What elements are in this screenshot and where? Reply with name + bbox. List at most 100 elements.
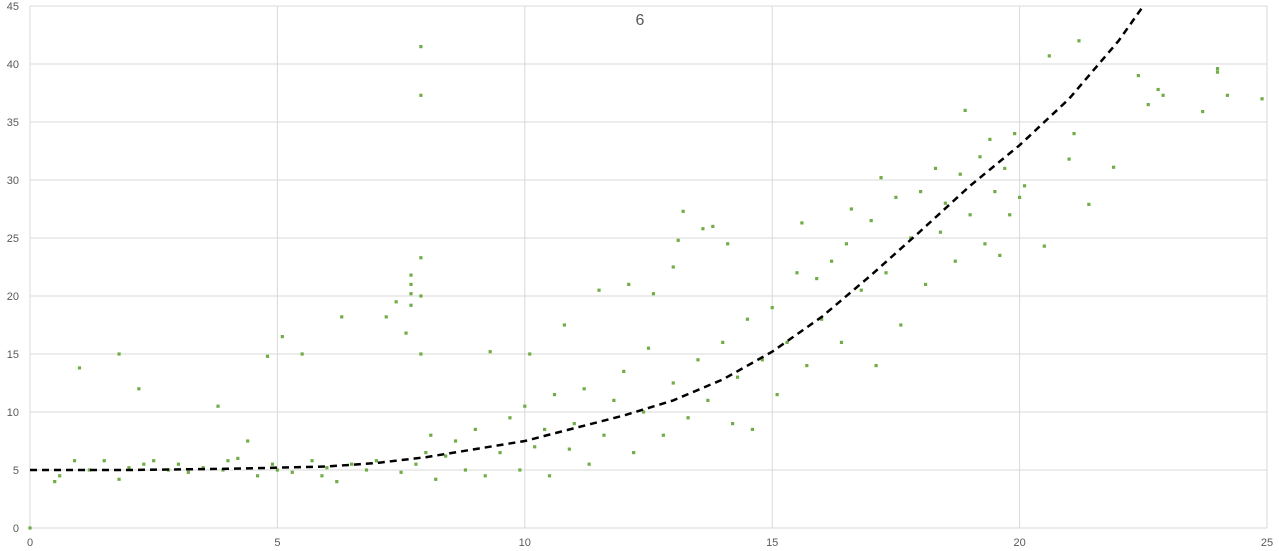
data-point bbox=[256, 474, 260, 478]
data-point bbox=[760, 358, 764, 362]
data-point bbox=[696, 358, 700, 362]
data-point bbox=[1042, 244, 1046, 248]
data-point bbox=[869, 219, 873, 223]
y-tick-label: 30 bbox=[7, 175, 19, 187]
data-point bbox=[711, 224, 715, 228]
data-point bbox=[859, 288, 863, 292]
data-point bbox=[498, 451, 502, 455]
data-point bbox=[340, 315, 344, 319]
data-point bbox=[102, 459, 106, 463]
data-point bbox=[909, 236, 913, 240]
data-point bbox=[661, 433, 665, 437]
data-point bbox=[1136, 74, 1140, 78]
data-point bbox=[409, 303, 413, 307]
data-point bbox=[394, 300, 398, 304]
data-point bbox=[1156, 87, 1160, 92]
data-point bbox=[671, 381, 675, 385]
data-point bbox=[310, 459, 314, 463]
data-point bbox=[963, 108, 967, 112]
data-point bbox=[721, 340, 725, 344]
data-point bbox=[1215, 70, 1220, 74]
data-point bbox=[943, 201, 947, 205]
data-point bbox=[409, 282, 413, 286]
data-point bbox=[785, 340, 789, 344]
y-tick-label: 20 bbox=[7, 291, 19, 303]
data-point bbox=[582, 387, 586, 391]
data-point bbox=[87, 468, 91, 472]
data-point bbox=[350, 462, 354, 466]
data-point bbox=[364, 468, 369, 472]
data-point bbox=[547, 474, 552, 478]
data-point bbox=[384, 315, 388, 319]
data-point bbox=[1260, 97, 1264, 101]
data-point bbox=[419, 294, 423, 298]
data-point bbox=[1003, 166, 1007, 170]
data-point bbox=[77, 366, 82, 370]
data-point bbox=[508, 416, 512, 420]
data-point bbox=[528, 352, 532, 356]
data-point bbox=[152, 459, 156, 463]
data-point bbox=[874, 364, 878, 368]
data-point bbox=[879, 176, 883, 180]
data-point bbox=[265, 354, 270, 358]
data-point bbox=[325, 466, 329, 470]
trendline bbox=[30, 5, 1145, 472]
data-point bbox=[186, 470, 190, 474]
data-point bbox=[671, 265, 675, 269]
y-tick-label: 35 bbox=[7, 117, 19, 129]
data-point bbox=[627, 282, 631, 286]
x-tick-label: 15 bbox=[766, 537, 778, 549]
data-points bbox=[28, 39, 1264, 530]
y-tick-label: 5 bbox=[13, 465, 19, 477]
data-point bbox=[983, 242, 987, 246]
data-point bbox=[414, 462, 418, 466]
data-point bbox=[533, 445, 537, 449]
data-point bbox=[300, 352, 304, 356]
data-point bbox=[434, 477, 438, 481]
data-point bbox=[735, 375, 740, 379]
data-point bbox=[933, 166, 938, 170]
data-point bbox=[622, 369, 626, 373]
x-tick-label: 5 bbox=[274, 537, 280, 549]
data-point bbox=[676, 238, 680, 242]
data-point bbox=[1047, 54, 1051, 58]
tick-labels: 0 5 10 15 20 25 0 5 10 15 20 25 30 35 40 45 bbox=[7, 1, 1273, 549]
data-point bbox=[1018, 195, 1022, 199]
data-point bbox=[270, 462, 275, 466]
data-point bbox=[374, 459, 378, 463]
data-point bbox=[820, 317, 824, 321]
data-point bbox=[1146, 103, 1150, 107]
data-point bbox=[731, 422, 735, 426]
data-point bbox=[958, 172, 962, 176]
data-point bbox=[1201, 109, 1205, 114]
data-point bbox=[651, 292, 656, 296]
data-point bbox=[552, 393, 557, 397]
data-point bbox=[473, 427, 477, 431]
data-point bbox=[775, 393, 779, 397]
data-point bbox=[923, 282, 928, 286]
data-point bbox=[899, 323, 903, 327]
data-point bbox=[453, 439, 458, 443]
data-point bbox=[1072, 132, 1076, 136]
y-tick-label: 25 bbox=[7, 233, 19, 245]
data-point bbox=[686, 416, 690, 420]
y-tick-label: 45 bbox=[7, 1, 19, 13]
data-point bbox=[829, 259, 834, 263]
data-point bbox=[488, 350, 492, 354]
data-point bbox=[1008, 213, 1012, 217]
data-point bbox=[58, 474, 62, 478]
data-point bbox=[117, 352, 121, 356]
data-point bbox=[117, 477, 121, 481]
data-point bbox=[602, 433, 606, 437]
data-point bbox=[795, 271, 799, 275]
data-point bbox=[919, 190, 923, 194]
data-point bbox=[176, 462, 181, 466]
data-point bbox=[127, 466, 131, 470]
data-point bbox=[409, 292, 413, 296]
data-point bbox=[839, 340, 844, 344]
data-point bbox=[1225, 93, 1230, 97]
y-tick-label: 0 bbox=[13, 523, 19, 535]
data-point bbox=[805, 364, 809, 368]
data-point bbox=[1022, 184, 1027, 188]
